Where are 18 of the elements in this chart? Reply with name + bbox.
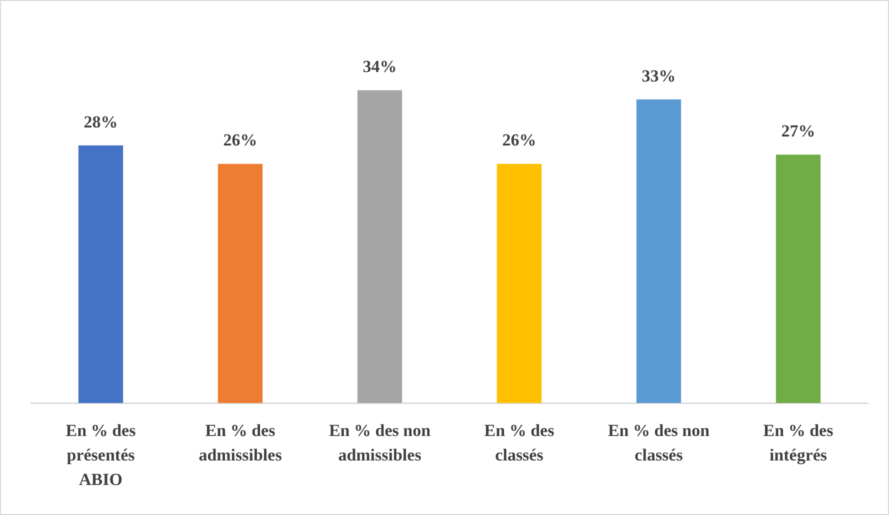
x-tick-label: En % des intégrés xyxy=(763,420,834,464)
x-tick-label: En % des présentés ABIO xyxy=(66,420,136,490)
x-tick-label: En % des non classés xyxy=(608,420,710,464)
bar xyxy=(78,145,124,404)
data-label: 26% xyxy=(502,130,536,150)
data-label: 26% xyxy=(223,130,258,150)
x-tick-label: En % des non admissibles xyxy=(328,420,432,464)
x-tick-label: En % des classés xyxy=(484,420,555,464)
bar xyxy=(776,154,821,404)
bar xyxy=(496,164,542,404)
bar xyxy=(357,90,402,404)
data-label: 33% xyxy=(642,66,676,86)
bar xyxy=(218,164,263,404)
data-label: 34% xyxy=(362,57,397,76)
bar xyxy=(636,99,682,404)
data-label: 27% xyxy=(781,122,816,140)
x-tick-label: En % des admissibles xyxy=(198,420,282,464)
data-label: 28% xyxy=(84,112,118,132)
